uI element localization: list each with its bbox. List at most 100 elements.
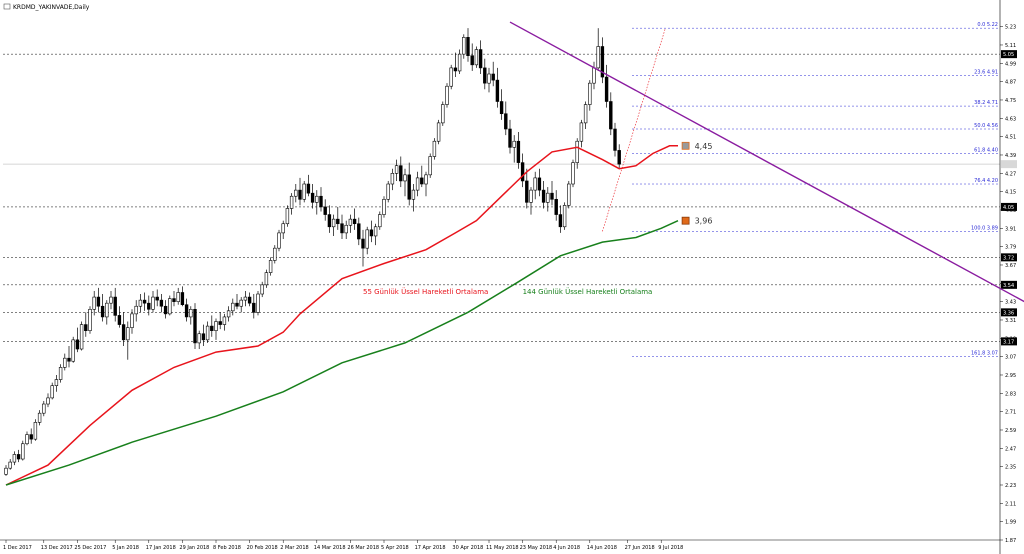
candle-body[interactable] — [134, 305, 138, 315]
candle-body[interactable] — [504, 113, 508, 130]
candle-body[interactable] — [554, 198, 558, 215]
candle-body[interactable] — [176, 292, 180, 302]
candle-body[interactable] — [340, 223, 344, 234]
candle-body[interactable] — [453, 67, 458, 72]
candle-body[interactable] — [46, 397, 50, 405]
candle-body[interactable] — [96, 296, 101, 307]
candle-body[interactable] — [550, 192, 554, 200]
candle-body[interactable] — [84, 324, 88, 331]
candle-body[interactable] — [294, 189, 298, 197]
candle-body[interactable] — [495, 79, 500, 102]
candle-body[interactable] — [21, 443, 25, 460]
candle-body[interactable] — [483, 67, 487, 84]
candle-body[interactable] — [491, 73, 495, 81]
candle-body[interactable] — [142, 299, 147, 304]
candle-body[interactable] — [541, 189, 546, 203]
candle-body[interactable] — [617, 150, 621, 165]
candle-body[interactable] — [315, 195, 319, 203]
candle-body[interactable] — [117, 315, 122, 325]
candle-body[interactable] — [159, 299, 164, 307]
candle-body[interactable] — [252, 302, 256, 313]
candle-body[interactable] — [558, 214, 563, 228]
candle-body[interactable] — [319, 195, 323, 208]
candle-body[interactable] — [306, 183, 311, 194]
candle-body[interactable] — [247, 296, 252, 304]
candle-body[interactable] — [201, 333, 206, 341]
candle-body[interactable] — [596, 46, 600, 69]
candle-body[interactable] — [415, 177, 420, 191]
candle-body[interactable] — [323, 206, 327, 215]
candle-body[interactable] — [130, 313, 134, 328]
candle-body[interactable] — [571, 162, 575, 185]
candle-body[interactable] — [394, 165, 399, 174]
candle-body[interactable] — [520, 162, 525, 182]
candle-body[interactable] — [138, 299, 143, 307]
candle-body[interactable] — [189, 308, 193, 318]
candle-body[interactable] — [75, 339, 80, 350]
fib-anchor-line[interactable] — [602, 28, 666, 232]
candle-body[interactable] — [16, 454, 21, 460]
candle-body[interactable] — [285, 208, 290, 225]
candle-body[interactable] — [327, 214, 332, 228]
candle-body[interactable] — [151, 296, 155, 310]
candle-body[interactable] — [449, 67, 453, 87]
candle-body[interactable] — [298, 189, 302, 200]
candle-body[interactable] — [25, 434, 29, 445]
candle-body[interactable] — [126, 327, 130, 341]
candle-body[interactable] — [54, 379, 59, 386]
candle-body[interactable] — [457, 53, 462, 72]
candle-body[interactable] — [37, 412, 42, 423]
candle-body[interactable] — [226, 310, 231, 318]
candle-body[interactable] — [592, 67, 596, 84]
candle-body[interactable] — [352, 218, 357, 225]
candle-body[interactable] — [29, 434, 33, 440]
candle-body[interactable] — [163, 305, 168, 315]
candle-body[interactable] — [4, 467, 8, 475]
candle-body[interactable] — [113, 296, 117, 316]
candle-body[interactable] — [609, 101, 613, 130]
candle-body[interactable] — [12, 454, 17, 463]
candle-body[interactable] — [310, 192, 315, 203]
candle-body[interactable] — [588, 82, 592, 105]
candle-body[interactable] — [369, 229, 374, 237]
candle-body[interactable] — [390, 173, 395, 185]
candle-body[interactable] — [420, 177, 424, 185]
candle-body[interactable] — [445, 85, 449, 105]
candle-body[interactable] — [411, 189, 416, 200]
descending-trendline[interactable] — [509, 21, 1024, 410]
candle-body[interactable] — [478, 49, 483, 69]
candle-body[interactable] — [499, 101, 504, 115]
candle-body[interactable] — [508, 128, 512, 148]
candle-body[interactable] — [348, 218, 353, 226]
candle-body[interactable] — [344, 224, 348, 234]
candle-body[interactable] — [50, 385, 54, 399]
candle-body[interactable] — [210, 325, 214, 331]
candle-body[interactable] — [382, 198, 386, 215]
candle-body[interactable] — [264, 272, 269, 286]
candle-body[interactable] — [432, 140, 437, 157]
candle-body[interactable] — [399, 165, 403, 182]
candle-body[interactable] — [121, 324, 126, 341]
candle-body[interactable] — [218, 321, 222, 325]
candle-body[interactable] — [579, 122, 584, 142]
candle-body[interactable] — [470, 55, 474, 66]
candle-body[interactable] — [567, 183, 571, 206]
candle-body[interactable] — [172, 298, 176, 302]
candle-body[interactable] — [546, 192, 550, 203]
candle-body[interactable] — [441, 104, 445, 124]
candle-body[interactable] — [378, 214, 382, 228]
candle-body[interactable] — [529, 189, 533, 203]
candle-body[interactable] — [71, 339, 75, 362]
candle-body[interactable] — [42, 403, 46, 414]
candle-body[interactable] — [302, 183, 306, 200]
candle-body[interactable] — [147, 302, 151, 310]
candle-body[interactable] — [268, 260, 273, 273]
candle-body[interactable] — [331, 218, 336, 228]
candle-body[interactable] — [361, 238, 365, 249]
candle-body[interactable] — [155, 296, 159, 301]
candle-body[interactable] — [277, 232, 281, 249]
candle-body[interactable] — [407, 174, 411, 200]
candle-body[interactable] — [58, 367, 63, 380]
candle-body[interactable] — [105, 302, 109, 318]
